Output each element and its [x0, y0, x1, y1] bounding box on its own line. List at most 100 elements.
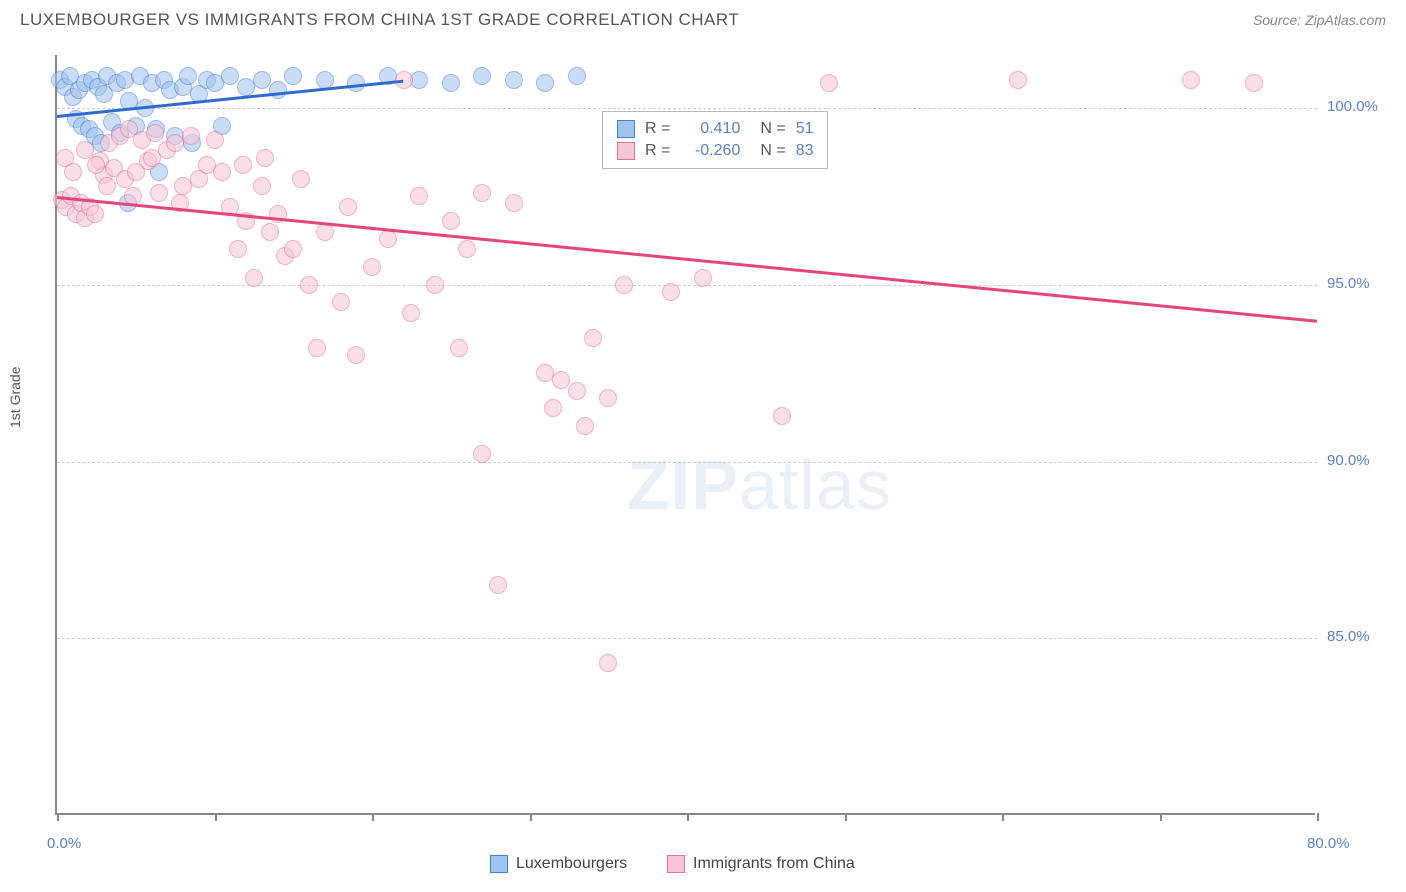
- x-tick: [215, 813, 217, 821]
- legend-label: Luxembourgers: [516, 855, 627, 873]
- data-point: [505, 194, 523, 212]
- chart-title: LUXEMBOURGER VS IMMIGRANTS FROM CHINA 1S…: [20, 10, 739, 30]
- y-tick-label: 100.0%: [1327, 98, 1378, 115]
- data-point: [568, 67, 586, 85]
- data-point: [615, 276, 633, 294]
- data-point: [505, 71, 523, 89]
- data-point: [473, 67, 491, 85]
- data-point: [64, 163, 82, 181]
- n-value: 83: [796, 142, 814, 160]
- data-point: [410, 71, 428, 89]
- data-point: [1245, 74, 1263, 92]
- chart-area: ZIPatlas R =0.410N =51R =-0.260N =83 85.…: [55, 55, 1385, 815]
- data-point: [1182, 71, 1200, 89]
- legend-item: Immigrants from China: [667, 855, 855, 873]
- x-tick: [1160, 813, 1162, 821]
- n-value: 51: [796, 120, 814, 138]
- data-point: [694, 269, 712, 287]
- data-point: [820, 74, 838, 92]
- legend-row: R =0.410N =51: [617, 118, 813, 140]
- data-point: [86, 205, 104, 223]
- data-point: [489, 576, 507, 594]
- x-tick: [372, 813, 374, 821]
- data-point: [253, 71, 271, 89]
- data-point: [150, 184, 168, 202]
- data-point: [402, 304, 420, 322]
- data-point: [473, 184, 491, 202]
- data-point: [261, 223, 279, 241]
- data-point: [536, 74, 554, 92]
- source-label: Source: ZipAtlas.com: [1253, 12, 1386, 28]
- trend-line: [57, 196, 1317, 322]
- y-axis-label: 1st Grade: [7, 367, 23, 428]
- data-point: [292, 170, 310, 188]
- data-point: [568, 382, 586, 400]
- data-point: [458, 240, 476, 258]
- data-point: [552, 371, 570, 389]
- data-point: [213, 163, 231, 181]
- data-point: [300, 276, 318, 294]
- data-point: [410, 187, 428, 205]
- data-point: [1009, 71, 1027, 89]
- data-point: [599, 389, 617, 407]
- data-point: [284, 67, 302, 85]
- header: LUXEMBOURGER VS IMMIGRANTS FROM CHINA 1S…: [0, 0, 1406, 30]
- x-tick: [530, 813, 532, 821]
- y-tick-label: 85.0%: [1327, 628, 1370, 645]
- r-label: R =: [645, 142, 670, 160]
- data-point: [229, 240, 247, 258]
- legend-item: Luxembourgers: [490, 855, 627, 873]
- legend-swatch: [617, 120, 635, 138]
- legend-swatch: [490, 855, 508, 873]
- data-point: [179, 67, 197, 85]
- y-tick-label: 90.0%: [1327, 452, 1370, 469]
- data-point: [221, 67, 239, 85]
- x-tick: [1002, 813, 1004, 821]
- data-point: [146, 124, 164, 142]
- gridline: [57, 462, 1317, 463]
- x-tick: [845, 813, 847, 821]
- data-point: [234, 156, 252, 174]
- data-point: [442, 74, 460, 92]
- watermark: ZIPatlas: [627, 445, 892, 525]
- data-point: [450, 339, 468, 357]
- data-point: [284, 240, 302, 258]
- x-tick-label: 0.0%: [47, 835, 81, 852]
- data-point: [544, 399, 562, 417]
- data-point: [599, 654, 617, 672]
- data-point: [379, 230, 397, 248]
- data-point: [584, 329, 602, 347]
- y-tick-label: 95.0%: [1327, 275, 1370, 292]
- data-point: [98, 177, 116, 195]
- data-point: [442, 212, 460, 230]
- gridline: [57, 285, 1317, 286]
- data-point: [332, 293, 350, 311]
- data-point: [269, 81, 287, 99]
- legend-label: Immigrants from China: [693, 855, 855, 873]
- x-tick: [687, 813, 689, 821]
- gridline: [57, 108, 1317, 109]
- legend-swatch: [667, 855, 685, 873]
- r-value: -0.260: [680, 142, 740, 160]
- data-point: [253, 177, 271, 195]
- data-point: [662, 283, 680, 301]
- data-point: [773, 407, 791, 425]
- data-point: [363, 258, 381, 276]
- x-tick: [1317, 813, 1319, 821]
- data-point: [245, 269, 263, 287]
- x-tick-label: 80.0%: [1307, 835, 1350, 852]
- data-point: [347, 346, 365, 364]
- plot-area: ZIPatlas R =0.410N =51R =-0.260N =83 85.…: [55, 55, 1315, 815]
- data-point: [206, 131, 224, 149]
- n-label: N =: [760, 142, 785, 160]
- data-point: [426, 276, 444, 294]
- correlation-legend: R =0.410N =51R =-0.260N =83: [602, 111, 828, 169]
- n-label: N =: [760, 120, 785, 138]
- data-point: [256, 149, 274, 167]
- data-point: [143, 149, 161, 167]
- gridline: [57, 638, 1317, 639]
- x-tick: [57, 813, 59, 821]
- data-point: [576, 417, 594, 435]
- legend-swatch: [617, 142, 635, 160]
- r-label: R =: [645, 120, 670, 138]
